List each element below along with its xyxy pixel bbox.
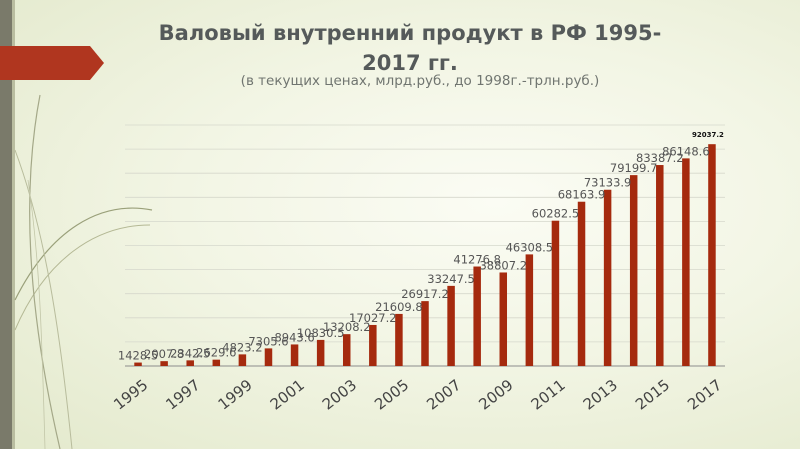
value-label-2014: 79199.7 [610, 161, 658, 175]
value-label-2013: 73133.9 [584, 176, 632, 190]
chart-bars [134, 144, 716, 366]
value-label-1997: 2342.5 [170, 346, 210, 360]
bar-1996 [160, 361, 168, 366]
slide-title-line1: Валовый внутренний продукт в РФ 1995- [158, 21, 662, 45]
bar-2009 [499, 272, 508, 366]
value-label-2004: 17027.2 [349, 311, 397, 325]
bar-2012 [577, 201, 586, 366]
value-label-2017: 92037.2 [692, 131, 724, 139]
value-label-2015: 83387.2 [636, 151, 684, 165]
chart-grid [125, 124, 725, 367]
x-tick-label-2009: 2009 [475, 376, 516, 414]
title-banner [0, 46, 104, 80]
bar-2015 [656, 165, 664, 366]
bar-2007 [447, 285, 455, 366]
bar-2000 [264, 348, 273, 366]
bar-1998 [212, 359, 221, 366]
x-tick-label-2011: 2011 [528, 376, 569, 414]
chart-value-labels: 1428.52007.82342.52629.64823.27305.68943… [118, 131, 724, 362]
value-label-2001: 8943.6 [274, 330, 314, 344]
value-label-2012: 68163.9 [558, 188, 606, 202]
value-label-1996: 2007.8 [144, 347, 184, 361]
x-tick-label-2015: 2015 [632, 376, 673, 414]
bar-2010 [525, 254, 534, 366]
bar-1999 [238, 354, 247, 366]
bar-2017 [708, 144, 716, 366]
x-tick-label-1995: 1995 [110, 376, 151, 414]
bar-2014 [629, 175, 638, 366]
value-label-1995: 1428.5 [118, 349, 158, 363]
value-label-2002: 10830.5 [297, 326, 345, 340]
x-tick-label-2001: 2001 [267, 376, 308, 414]
x-tick-label-2007: 2007 [423, 376, 464, 414]
value-label-2010: 46308.5 [506, 240, 554, 254]
value-label-2006: 26917.2 [401, 287, 449, 301]
slide-subtitle: (в текущих ценах, млрд.руб., до 1998г.-т… [240, 73, 600, 89]
x-tick-label-2003: 2003 [319, 376, 360, 414]
value-label-2005: 21609.8 [375, 300, 423, 314]
value-label-1999: 4823.2 [222, 340, 262, 354]
x-tick-label-2013: 2013 [580, 376, 621, 414]
bar-2008 [473, 266, 481, 366]
bar-2005 [395, 313, 403, 366]
x-tick-label-2017: 2017 [684, 376, 725, 414]
value-label-1998: 2629.6 [196, 346, 236, 360]
left-stripe-inner [12, 0, 15, 449]
bar-2011 [551, 220, 560, 366]
value-label-2003: 13208.2 [323, 320, 371, 334]
bar-2002 [316, 339, 325, 366]
bar-2013 [603, 189, 612, 366]
bar-2006 [421, 301, 429, 366]
x-tick-label-1997: 1997 [162, 376, 203, 414]
bar-2001 [290, 344, 299, 366]
bar-2016 [682, 158, 690, 366]
slide-title-line2: 2017 гг. [362, 51, 458, 75]
x-tick-label-2005: 2005 [371, 376, 412, 414]
slide-title: Валовый внутренний продукт в РФ 1995- 20… [110, 18, 710, 78]
bar-2003 [342, 334, 351, 366]
value-label-2016: 86148.6 [662, 144, 710, 158]
value-label-2011: 60282.5 [532, 207, 580, 221]
value-label-2009: 38807.2 [479, 258, 527, 272]
chart-x-tick-labels: 1995 1997 1999 2001 2003 2005 2007 2009 2011 2013… [110, 376, 725, 414]
left-stripe [0, 0, 12, 449]
bar-2004 [369, 324, 377, 366]
bar-1997 [186, 360, 194, 366]
value-label-2007: 33247.5 [427, 272, 475, 286]
value-label-2008: 41276.8 [453, 253, 501, 267]
x-tick-label-1999: 1999 [215, 376, 256, 414]
bar-1995 [134, 362, 142, 366]
value-label-2000: 7305.6 [248, 334, 288, 348]
